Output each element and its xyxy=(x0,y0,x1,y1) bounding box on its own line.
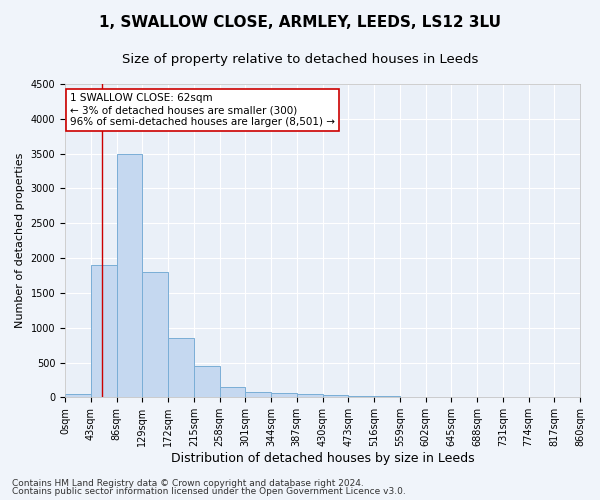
Bar xyxy=(168,338,194,398)
Bar xyxy=(297,394,323,398)
Text: Contains public sector information licensed under the Open Government Licence v3: Contains public sector information licen… xyxy=(12,487,406,496)
Bar xyxy=(220,387,245,398)
Bar xyxy=(374,396,400,398)
Bar xyxy=(348,396,374,398)
Bar xyxy=(245,392,271,398)
Bar xyxy=(425,397,451,398)
Y-axis label: Number of detached properties: Number of detached properties xyxy=(15,153,25,328)
Bar xyxy=(91,265,116,398)
Bar xyxy=(400,396,425,398)
Text: Size of property relative to detached houses in Leeds: Size of property relative to detached ho… xyxy=(122,52,478,66)
Text: Contains HM Land Registry data © Crown copyright and database right 2024.: Contains HM Land Registry data © Crown c… xyxy=(12,478,364,488)
Text: 1, SWALLOW CLOSE, ARMLEY, LEEDS, LS12 3LU: 1, SWALLOW CLOSE, ARMLEY, LEEDS, LS12 3L… xyxy=(99,15,501,30)
Bar xyxy=(194,366,220,398)
Bar xyxy=(65,394,91,398)
Bar xyxy=(142,272,168,398)
X-axis label: Distribution of detached houses by size in Leeds: Distribution of detached houses by size … xyxy=(171,452,475,465)
Bar xyxy=(271,393,297,398)
Text: 1 SWALLOW CLOSE: 62sqm
← 3% of detached houses are smaller (300)
96% of semi-det: 1 SWALLOW CLOSE: 62sqm ← 3% of detached … xyxy=(70,94,335,126)
Bar xyxy=(116,154,142,398)
Bar xyxy=(323,396,348,398)
